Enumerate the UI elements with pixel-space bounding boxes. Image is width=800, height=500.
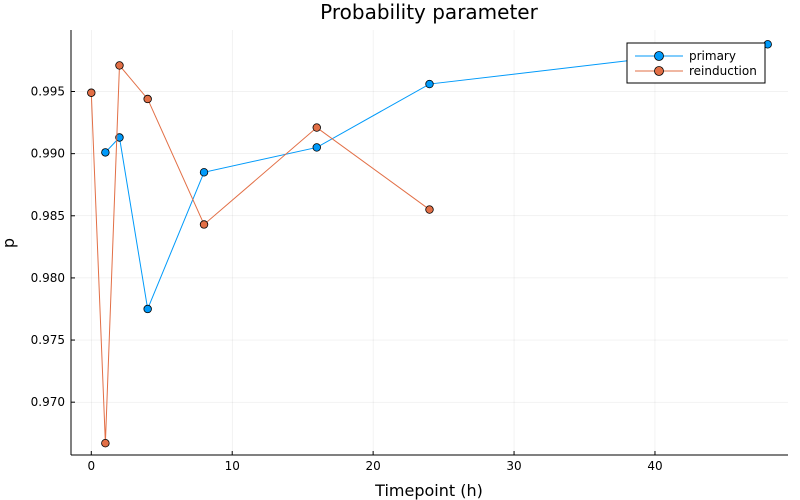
x-tick-label: 20 <box>365 459 380 473</box>
series-reinduction <box>87 61 434 448</box>
legend-marker-reinduction <box>654 66 664 76</box>
series-line-reinduction <box>90 64 430 444</box>
data-point-reinduction <box>143 94 152 104</box>
axes-frame <box>70 30 788 456</box>
data-point-primary <box>425 79 434 89</box>
data-point-reinduction <box>199 220 209 229</box>
data-point-primary <box>312 143 321 152</box>
y-tick-label: 0.970 <box>31 395 65 409</box>
y-tick-label: 0.995 <box>31 85 65 99</box>
legend-marker-primary <box>654 51 664 61</box>
legend-box <box>626 42 766 84</box>
data-point-reinduction <box>425 205 434 214</box>
y-tick-label: 0.990 <box>31 147 65 161</box>
data-point-primary <box>143 304 152 314</box>
legend-label-reinduction: reinduction <box>689 64 757 78</box>
y-axis-label: p <box>0 238 18 248</box>
series-group <box>87 40 772 448</box>
legend-label-primary: primary <box>689 49 736 63</box>
chart-title: Probability parameter <box>320 0 538 24</box>
data-point-primary <box>101 148 110 157</box>
data-point-reinduction <box>87 88 96 97</box>
data-point-reinduction <box>101 438 110 448</box>
series-line-primary <box>105 43 768 311</box>
tick-labels: 0 10 20 30 40 0.970 0.975 0.980 0.985 0.990 0.995 <box>31 85 663 473</box>
data-point-reinduction <box>115 61 124 70</box>
data-point-primary <box>115 133 124 142</box>
x-tick-label: 0 <box>87 459 95 473</box>
y-tick-label: 0.985 <box>31 209 65 223</box>
data-point-primary <box>199 168 209 177</box>
y-tick-label: 0.980 <box>31 271 65 285</box>
x-axis-label: Timepoint (h) <box>374 481 483 500</box>
x-tick-label: 40 <box>647 459 662 473</box>
y-tick-label: 0.975 <box>31 333 65 347</box>
grid <box>71 30 788 455</box>
x-tick-label: 30 <box>506 459 521 473</box>
x-tick-label: 10 <box>225 459 240 473</box>
data-point-reinduction <box>312 123 321 132</box>
